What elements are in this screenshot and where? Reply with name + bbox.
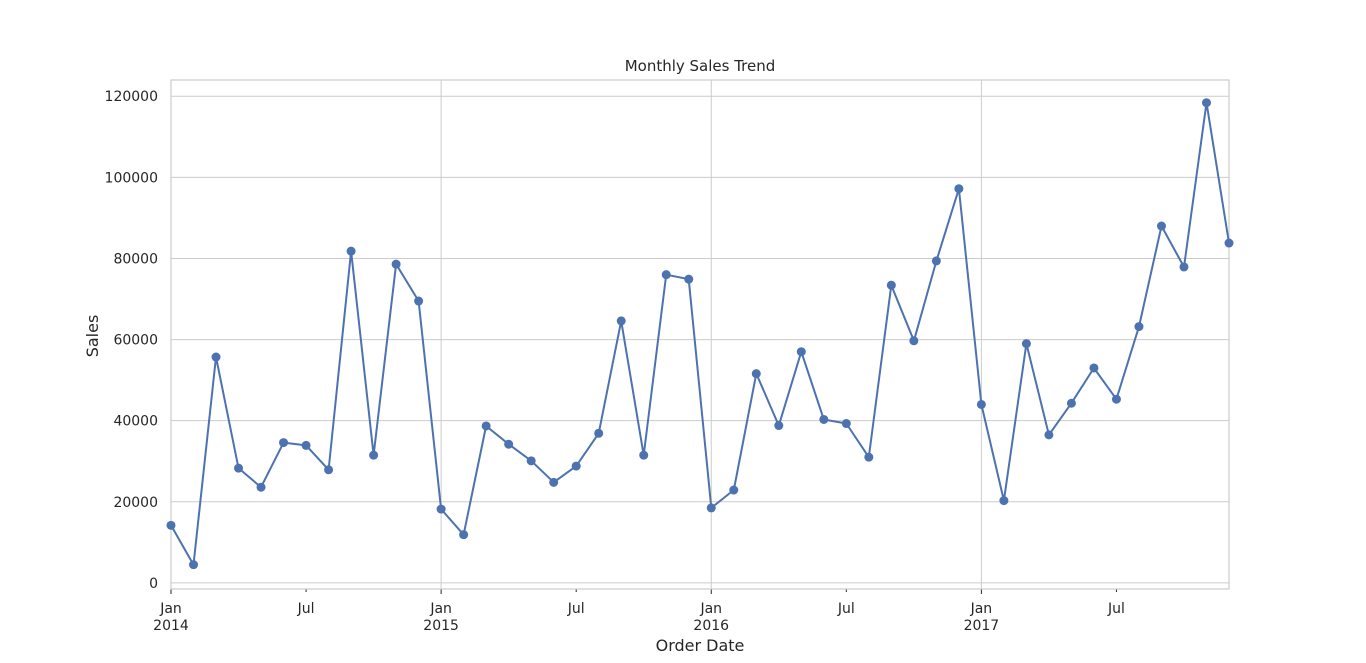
data-point [706, 503, 716, 513]
data-point [864, 452, 874, 462]
grid [170, 80, 1229, 589]
data-point [166, 520, 176, 530]
y-tick-label: 100000 [105, 170, 158, 186]
x-tick-label: Jul [297, 601, 315, 617]
y-axis-label: Sales [83, 315, 102, 358]
data-point [1134, 322, 1144, 332]
x-tick-label: Jul [837, 601, 855, 617]
data-point [436, 504, 446, 514]
data-point [819, 414, 829, 424]
data-point [256, 482, 266, 492]
data-point [751, 369, 761, 379]
chart-title: Monthly Sales Trend [625, 57, 776, 75]
x-tick-label: Jul [1107, 601, 1125, 617]
y-tick-label: 0 [149, 576, 158, 592]
data-point [324, 465, 334, 475]
x-tick-year-label: 2016 [693, 618, 729, 634]
data-point [684, 274, 694, 284]
data-point [391, 259, 401, 269]
plot-frame [170, 79, 1230, 590]
data-point [639, 450, 649, 460]
data-point [346, 246, 356, 256]
y-tick-label: 20000 [113, 495, 158, 511]
data-point [1224, 238, 1234, 248]
x-tick-year-label: 2015 [423, 618, 459, 634]
data-point [481, 421, 491, 431]
data-point [526, 456, 536, 466]
data-point [931, 256, 941, 266]
x-tick-label: Jan [970, 601, 993, 617]
sales-series [166, 98, 1234, 570]
data-point [301, 440, 311, 450]
y-tick-label: 80000 [113, 251, 158, 267]
data-point [1201, 98, 1211, 108]
data-point [549, 477, 559, 487]
data-point [774, 421, 784, 431]
data-point [1156, 221, 1166, 231]
data-point [976, 399, 986, 409]
data-point [1111, 394, 1121, 404]
data-point [1044, 430, 1054, 440]
data-point [886, 280, 896, 290]
x-tick-year-label: 2017 [964, 618, 1000, 634]
data-point [954, 184, 964, 194]
y-tick-label: 60000 [113, 333, 158, 349]
data-point [189, 560, 199, 570]
data-point [1021, 339, 1031, 349]
x-axis-label: Order Date [656, 636, 745, 655]
axis-ticks: 020000400006000080000100000120000Jan2014… [105, 89, 1125, 634]
x-tick-label: Jan [159, 601, 182, 617]
data-point [279, 438, 289, 448]
y-tick-label: 120000 [105, 89, 158, 105]
x-tick-label: Jul [567, 601, 585, 617]
x-tick-label: Jan [429, 601, 452, 617]
data-point [414, 296, 424, 306]
data-point [616, 316, 626, 326]
data-point [729, 485, 739, 495]
data-point [1066, 398, 1076, 408]
data-point [661, 270, 671, 280]
data-point [594, 428, 604, 438]
data-point [1179, 262, 1189, 272]
data-point [1089, 363, 1099, 373]
x-tick-year-label: 2014 [153, 618, 189, 634]
data-point [841, 419, 851, 429]
data-point [504, 439, 514, 449]
data-point [571, 461, 581, 471]
data-point [909, 336, 919, 346]
x-tick-label: Jan [699, 601, 722, 617]
data-point [459, 530, 469, 540]
data-point [999, 496, 1009, 506]
data-point [369, 450, 379, 460]
data-point [796, 347, 806, 357]
data-point [234, 463, 244, 473]
y-tick-label: 40000 [113, 414, 158, 430]
data-point [211, 352, 221, 362]
sales-line [170, 101, 1230, 566]
